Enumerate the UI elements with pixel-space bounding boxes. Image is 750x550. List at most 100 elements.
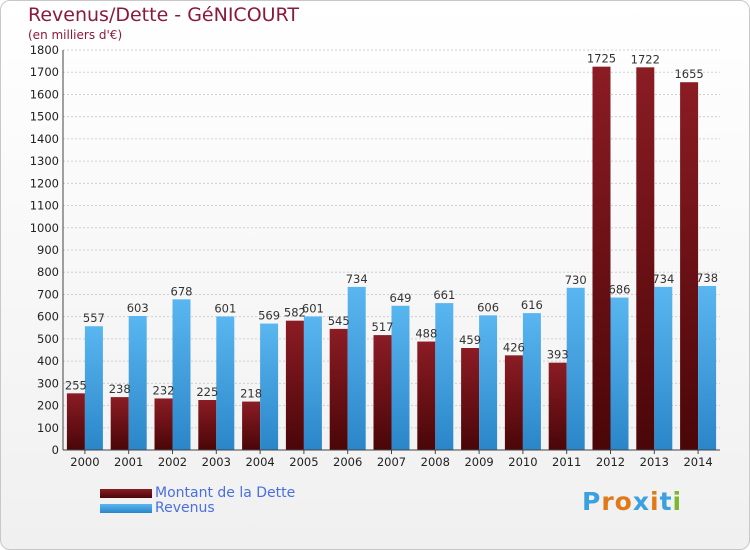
x-tick-label: 2009 [464, 455, 493, 469]
bar-dette [417, 341, 436, 450]
y-tick-label: 300 [37, 376, 59, 390]
bar-dette [110, 397, 129, 450]
data-label-revenus: 678 [171, 284, 193, 298]
logo-letter: P [582, 487, 602, 516]
data-label-revenus: 734 [346, 272, 368, 286]
bar-revenus [522, 313, 541, 450]
bar-revenus [172, 299, 191, 450]
bar-revenus [128, 316, 147, 450]
bar-dette [242, 401, 261, 450]
bar-dette [504, 355, 523, 450]
chart-subtitle: (en milliers d'€) [28, 28, 123, 42]
bar-revenus [347, 286, 366, 450]
logo-letter: i [650, 487, 660, 516]
bar-revenus [698, 286, 717, 450]
bar-dette [285, 320, 304, 450]
y-tick-label: 100 [37, 421, 59, 435]
data-label-revenus: 601 [302, 301, 324, 315]
bar-dette [66, 393, 85, 450]
logo-letter: t [659, 487, 673, 516]
y-tick-label: 800 [37, 265, 59, 279]
legend-label-revenus: Revenus [155, 500, 215, 516]
y-tick-label: 1700 [30, 65, 59, 79]
bar-dette [198, 400, 217, 450]
x-tick-label: 2010 [508, 455, 537, 469]
data-label-revenus: 738 [696, 271, 718, 285]
data-label-dette: 1655 [674, 67, 703, 81]
x-tick-label: 2011 [552, 455, 581, 469]
data-label-dette: 255 [65, 378, 87, 392]
data-label-dette: 517 [372, 320, 394, 334]
data-label-dette: 232 [153, 383, 175, 397]
data-label-revenus: 661 [433, 288, 455, 302]
y-tick-label: 1500 [30, 110, 59, 124]
y-tick-label: 1200 [30, 176, 59, 190]
x-tick-label: 2008 [421, 455, 450, 469]
logo-letter: x [632, 487, 650, 516]
data-label-revenus: 601 [214, 301, 236, 315]
x-tick-label: 2005 [289, 455, 318, 469]
data-label-dette: 393 [547, 348, 569, 362]
y-tick-label: 1300 [30, 154, 59, 168]
bar-dette [680, 82, 699, 450]
bar-revenus [391, 305, 410, 450]
x-tick-label: 2004 [245, 455, 274, 469]
data-label-dette: 225 [196, 385, 218, 399]
x-tick-label: 2014 [683, 455, 712, 469]
data-label-dette: 582 [284, 306, 306, 320]
data-label-dette: 426 [503, 340, 525, 354]
bar-revenus [654, 286, 673, 450]
bar-dette [154, 398, 173, 450]
y-tick-label: 400 [37, 354, 59, 368]
data-label-revenus: 686 [609, 283, 631, 297]
y-tick-label: 500 [37, 332, 59, 346]
data-label-dette: 1725 [587, 52, 616, 66]
bar-revenus [479, 315, 498, 450]
data-label-revenus: 616 [521, 298, 543, 312]
data-label-dette: 459 [459, 333, 481, 347]
y-tick-label: 1100 [30, 199, 59, 213]
x-tick-label: 2006 [333, 455, 362, 469]
bar-revenus [435, 303, 454, 450]
bar-revenus [566, 287, 585, 450]
bar-dette [329, 328, 348, 450]
data-label-revenus: 734 [652, 272, 674, 286]
y-tick-label: 600 [37, 310, 59, 324]
y-tick-label: 200 [37, 399, 59, 413]
x-tick-label: 2013 [640, 455, 669, 469]
x-tick-label: 2002 [158, 455, 187, 469]
bar-dette [373, 335, 392, 450]
bar-revenus [303, 316, 322, 450]
proxiti-logo: Proxiti [582, 487, 682, 516]
legend-swatch-dette [100, 489, 152, 498]
data-label-revenus: 606 [477, 300, 499, 314]
bar-dette [636, 67, 655, 450]
bar-revenus [84, 326, 103, 450]
data-label-dette: 218 [240, 387, 262, 401]
bar-revenus [610, 297, 629, 450]
bar-revenus [260, 323, 279, 450]
data-label-dette: 1722 [631, 52, 660, 66]
legend-label-dette: Montant de la Dette [155, 485, 296, 501]
bar-revenus [216, 316, 235, 450]
x-tick-label: 2001 [114, 455, 143, 469]
data-label-dette: 488 [415, 327, 437, 341]
logo-letter: o [614, 487, 633, 516]
y-tick-label: 0 [52, 443, 59, 457]
y-tick-label: 900 [37, 243, 59, 257]
x-tick-label: 2000 [70, 455, 99, 469]
bar-dette [592, 66, 611, 451]
data-label-revenus: 569 [258, 309, 280, 323]
x-tick-label: 2012 [596, 455, 625, 469]
y-tick-label: 1600 [30, 87, 59, 101]
data-label-dette: 545 [328, 314, 350, 328]
data-label-revenus: 730 [565, 273, 587, 287]
chart-title: Revenus/Dette - GéNICOURT [28, 4, 299, 26]
data-label-revenus: 557 [83, 311, 105, 325]
legend-swatch-revenus [100, 504, 152, 513]
bar-dette [461, 348, 480, 450]
data-label-revenus: 649 [390, 291, 412, 305]
y-tick-label: 1000 [30, 221, 59, 235]
